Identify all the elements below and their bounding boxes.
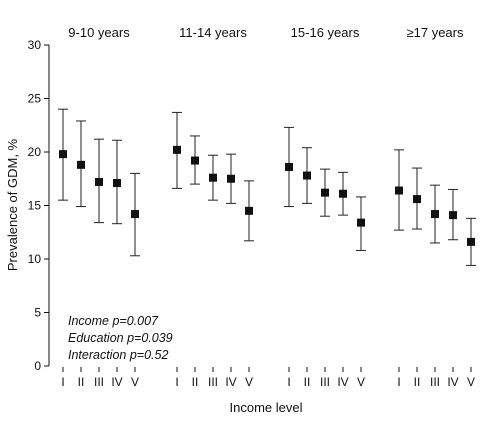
x-tick-label: II	[304, 375, 311, 389]
data-point	[209, 173, 217, 182]
annotations: Income p=0.007 Education p=0.039 Interac…	[68, 314, 173, 362]
x-tick-label: I	[61, 375, 64, 389]
panel-title-1: 9-10 years	[68, 25, 130, 40]
y-tick-label: 30	[28, 38, 42, 52]
panel-1	[58, 108, 140, 257]
x-axis-label: Income level	[230, 400, 303, 415]
data-point	[131, 210, 139, 219]
x-tick-label: III	[320, 375, 330, 389]
panel-title-2: 11-14 years	[179, 25, 247, 40]
data-point	[431, 210, 439, 219]
x-tick-label: I	[175, 375, 178, 389]
x-tick-label: II	[78, 375, 85, 389]
x-tick-label: III	[94, 375, 104, 389]
y-tick-label: 10	[28, 252, 42, 266]
x-tick-label: II	[414, 375, 421, 389]
panel-2	[172, 111, 254, 242]
x-tick-label: III	[208, 375, 218, 389]
x-tick-label: IV	[111, 375, 122, 389]
data-point	[245, 206, 253, 215]
panel-4	[394, 149, 476, 266]
data-point	[339, 189, 347, 198]
data-point	[113, 179, 121, 188]
y-tick-label: 15	[28, 199, 42, 213]
x-tick-label: IV	[337, 375, 348, 389]
x-tick-label: IV	[225, 375, 236, 389]
x-tick-label: V	[245, 375, 253, 389]
data-point	[303, 171, 311, 180]
annotation-interaction: Interaction p=0.52	[68, 348, 168, 362]
data-marks	[58, 108, 476, 266]
x-tick-label: IV	[447, 375, 458, 389]
panel-title-3: 15-16 years	[291, 25, 360, 40]
data-point	[59, 150, 67, 159]
data-point	[449, 211, 457, 220]
data-point	[173, 145, 181, 154]
y-tick-label: 5	[34, 306, 41, 320]
x-tick-label: I	[397, 375, 400, 389]
data-point	[191, 156, 199, 165]
x-axis: I II III IV V I II III IV V I II III IV V I II III IV V	[61, 367, 475, 389]
x-tick-label: V	[467, 375, 475, 389]
x-tick-label: II	[192, 375, 199, 389]
data-point	[285, 162, 293, 171]
data-point	[395, 186, 403, 195]
panel-titles: 9-10 years 11-14 years 15-16 years ≥17 y…	[68, 25, 464, 40]
y-axis: 0 5 10 15 20 25 30	[28, 38, 50, 373]
x-tick-label: V	[131, 375, 139, 389]
y-tick-label: 0	[34, 359, 41, 373]
annotation-education: Education p=0.039	[68, 331, 173, 345]
x-tick-label: V	[357, 375, 365, 389]
y-axis-label: Prevalence of GDM, %	[5, 138, 20, 271]
y-tick-label: 20	[28, 145, 42, 159]
data-point	[413, 195, 421, 204]
data-point	[321, 188, 329, 197]
data-point	[357, 218, 365, 227]
panel-3	[284, 126, 366, 251]
data-point	[77, 160, 85, 169]
panel-title-4: ≥17 years	[407, 25, 464, 40]
x-tick-label: III	[430, 375, 440, 389]
data-point	[467, 237, 475, 246]
data-point	[95, 177, 103, 186]
data-point	[227, 174, 235, 183]
annotation-income: Income p=0.007	[68, 314, 159, 328]
y-tick-label: 25	[28, 92, 42, 106]
x-tick-label: I	[287, 375, 290, 389]
